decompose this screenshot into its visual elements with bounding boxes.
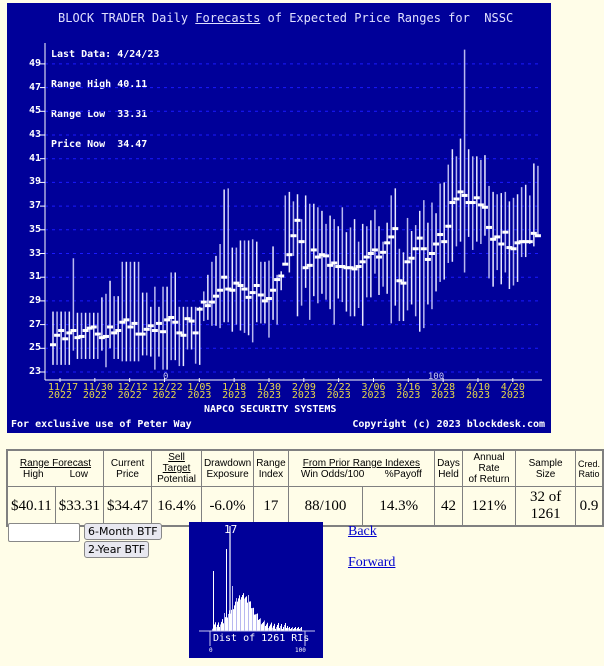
exclusive-use-note: For exclusive use of Peter Way	[11, 419, 192, 430]
y-tick-label: 43	[28, 129, 41, 140]
drawdown-value: -6.0%	[200, 486, 255, 527]
drawdown-header: Drawdown Exposure	[200, 449, 255, 487]
y-tick-label: 39	[28, 176, 41, 188]
current-price-header: Current Price	[102, 449, 153, 487]
sell-target-header: Sell Target Potential	[151, 449, 202, 487]
y-tick-label: 23	[28, 366, 41, 377]
sample-size-value: 32 of 1261	[515, 486, 576, 527]
y-tick-label: 41	[28, 152, 41, 164]
histogram-plot	[199, 526, 315, 646]
forecasts-link[interactable]: Forecasts	[195, 11, 261, 25]
x-tick-label: 11/30 2022	[82, 382, 113, 401]
six-month-btf-button[interactable]: 6-Month BTF	[84, 523, 162, 540]
stats-header-row: Range Forecast High Low Current Price Sell…	[6, 449, 604, 487]
y-tick-label: 35	[28, 223, 41, 235]
company-name: NAPCO SECURITY SYSTEMS	[204, 404, 337, 415]
annual-rate-header: Annual Rate of Return	[461, 449, 517, 487]
svg-text:0: 0	[163, 372, 168, 382]
x-tick-label: 4/10 2023	[465, 382, 491, 401]
y-tick-label: 33	[28, 247, 41, 259]
days-held-header: Days Held	[434, 449, 463, 487]
histogram-axis-max: 100	[295, 647, 306, 654]
x-tick-label: 12/12 2022	[117, 382, 148, 401]
price-now-line: Price Now 34.47	[51, 139, 148, 150]
sell-target-value: 16.4%	[151, 486, 202, 527]
x-tick-label: 4/20 2023	[500, 382, 525, 401]
back-link[interactable]: Back	[348, 524, 377, 539]
range-index-header: Range Index	[253, 449, 289, 487]
range-low-line: Range Low 33.31	[51, 109, 148, 120]
forecast-stats-table: Range Forecast High Low Current Price Sell…	[6, 449, 604, 527]
range-forecast-header: Range Forecast High Low	[6, 449, 104, 487]
days-held-value: 42	[434, 486, 463, 527]
x-tick-label: 3/06 2023	[361, 382, 386, 401]
two-year-btf-button[interactable]: 2-Year BTF	[84, 541, 150, 558]
x-tick-label: 1/18 2023	[222, 382, 247, 401]
last-data-line: Last Data: 4/24/23	[51, 49, 160, 60]
sample-size-header: Sample Size	[515, 449, 576, 487]
y-tick-label: 25	[28, 342, 41, 354]
x-tick-label: 1/30 2023	[256, 382, 282, 401]
chart-plot-area: 0 100	[40, 43, 542, 382]
cred-ratio-value: 0.9	[574, 486, 604, 527]
win-odds-value: 88/100	[287, 486, 364, 527]
x-tick-label: 2/09 2023	[291, 382, 316, 401]
x-tick-label: 11/17 2022	[48, 382, 79, 401]
cred-ratio-header: Cred. Ratio	[574, 449, 604, 487]
x-tick-label: 3/28 2023	[431, 382, 456, 401]
copyright-note: Copyright (c) 2023 blockdesk.com	[352, 419, 545, 430]
histogram-axis-min: 0	[209, 647, 213, 654]
y-tick-label: 27	[28, 318, 41, 330]
x-tick-label: 3/16 2023	[396, 382, 421, 401]
chart-title: BLOCK TRADER Daily Forecasts of Expected…	[58, 11, 514, 25]
payoff-value: 14.3%	[362, 486, 436, 527]
y-tick-label: 47	[28, 81, 41, 93]
range-high-line: Range High 40.11	[51, 79, 148, 90]
chart-info-block: Last Data: 4/24/23 Range High 40.11 Rang…	[51, 30, 159, 170]
y-tick-label: 49	[28, 57, 41, 69]
annual-rate-value: 121%	[461, 486, 517, 527]
forward-link[interactable]: Forward	[348, 555, 396, 570]
prior-range-header: From Prior Range Indexes Win Odds/100 %Pa…	[287, 449, 436, 487]
current-price-value: $34.47	[102, 486, 153, 527]
forecast-chart: BLOCK TRADER Daily Forecasts of Expected…	[7, 3, 551, 433]
histogram-caption: Dist of 1261 RIs	[213, 633, 310, 644]
y-tick-label: 37	[28, 200, 41, 212]
range-index-histogram: 17 Dist of 1261 RIs 0 100	[189, 522, 323, 658]
y-tick-label: 31	[28, 271, 41, 283]
histogram-marker-label: 17	[224, 523, 238, 536]
stats-values-row: $40.11 $33.31 $34.47 16.4% -6.0% 17 88/1…	[6, 486, 604, 527]
range-high-value: $40.11	[6, 486, 56, 527]
range-low-value: $33.31	[54, 486, 104, 527]
y-tick-label: 29	[28, 294, 41, 306]
range-index-value: 17	[253, 486, 289, 527]
x-tick-label: 2/22 2023	[326, 382, 351, 401]
svg-text:100: 100	[428, 372, 444, 382]
y-tick-label: 45	[28, 105, 41, 117]
x-tick-label: 12/22 2022	[152, 382, 183, 401]
symbol-input[interactable]	[8, 523, 80, 542]
x-tick-label: 1/05 2023	[187, 382, 212, 401]
